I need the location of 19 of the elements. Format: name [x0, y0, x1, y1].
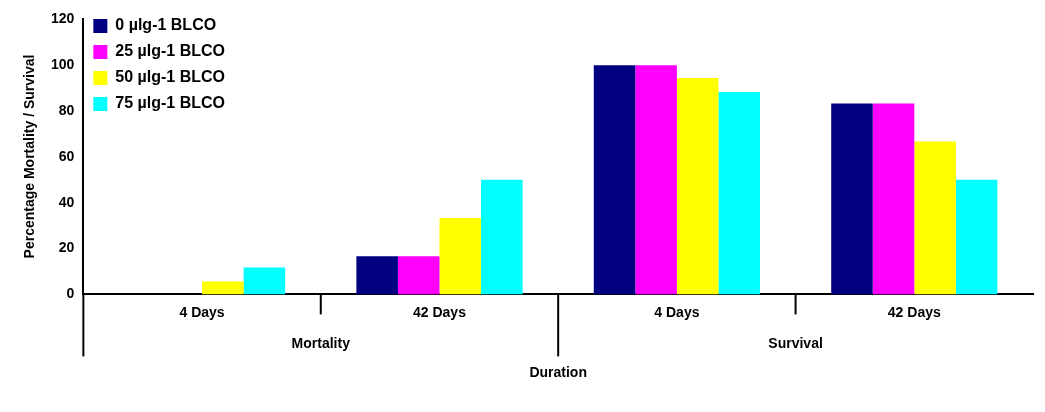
- y-tick-label: 80: [58, 101, 75, 118]
- x-tick-label: 4 Days: [179, 303, 225, 320]
- x-tick-label: 42 Days: [887, 303, 941, 320]
- y-tick-label: 100: [51, 56, 75, 73]
- legend-label: 75 µlg-1 BLCO: [115, 94, 226, 112]
- text: Survival: [768, 335, 823, 352]
- x-axis-title: Duration: [529, 364, 587, 381]
- legend-label: 0 µlg-1 BLCO: [115, 16, 217, 34]
- y-axis-title: Percentage Mortality / Survival: [20, 53, 38, 261]
- legend-label: 25 µlg-1 BLCO: [115, 42, 226, 60]
- x-tick-label: 42 Days: [413, 303, 467, 320]
- legend-label: 50 µlg-1 BLCO: [115, 68, 226, 86]
- y-tick-label: 60: [58, 147, 75, 164]
- y-tick-label: 120: [51, 10, 75, 27]
- x-tick-label: 4 Days: [654, 303, 700, 320]
- text: Mortality: [291, 335, 351, 352]
- y-tick-label: 0: [66, 285, 75, 302]
- y-tick-label: 40: [58, 193, 75, 210]
- y-tick-label: 20: [58, 239, 75, 256]
